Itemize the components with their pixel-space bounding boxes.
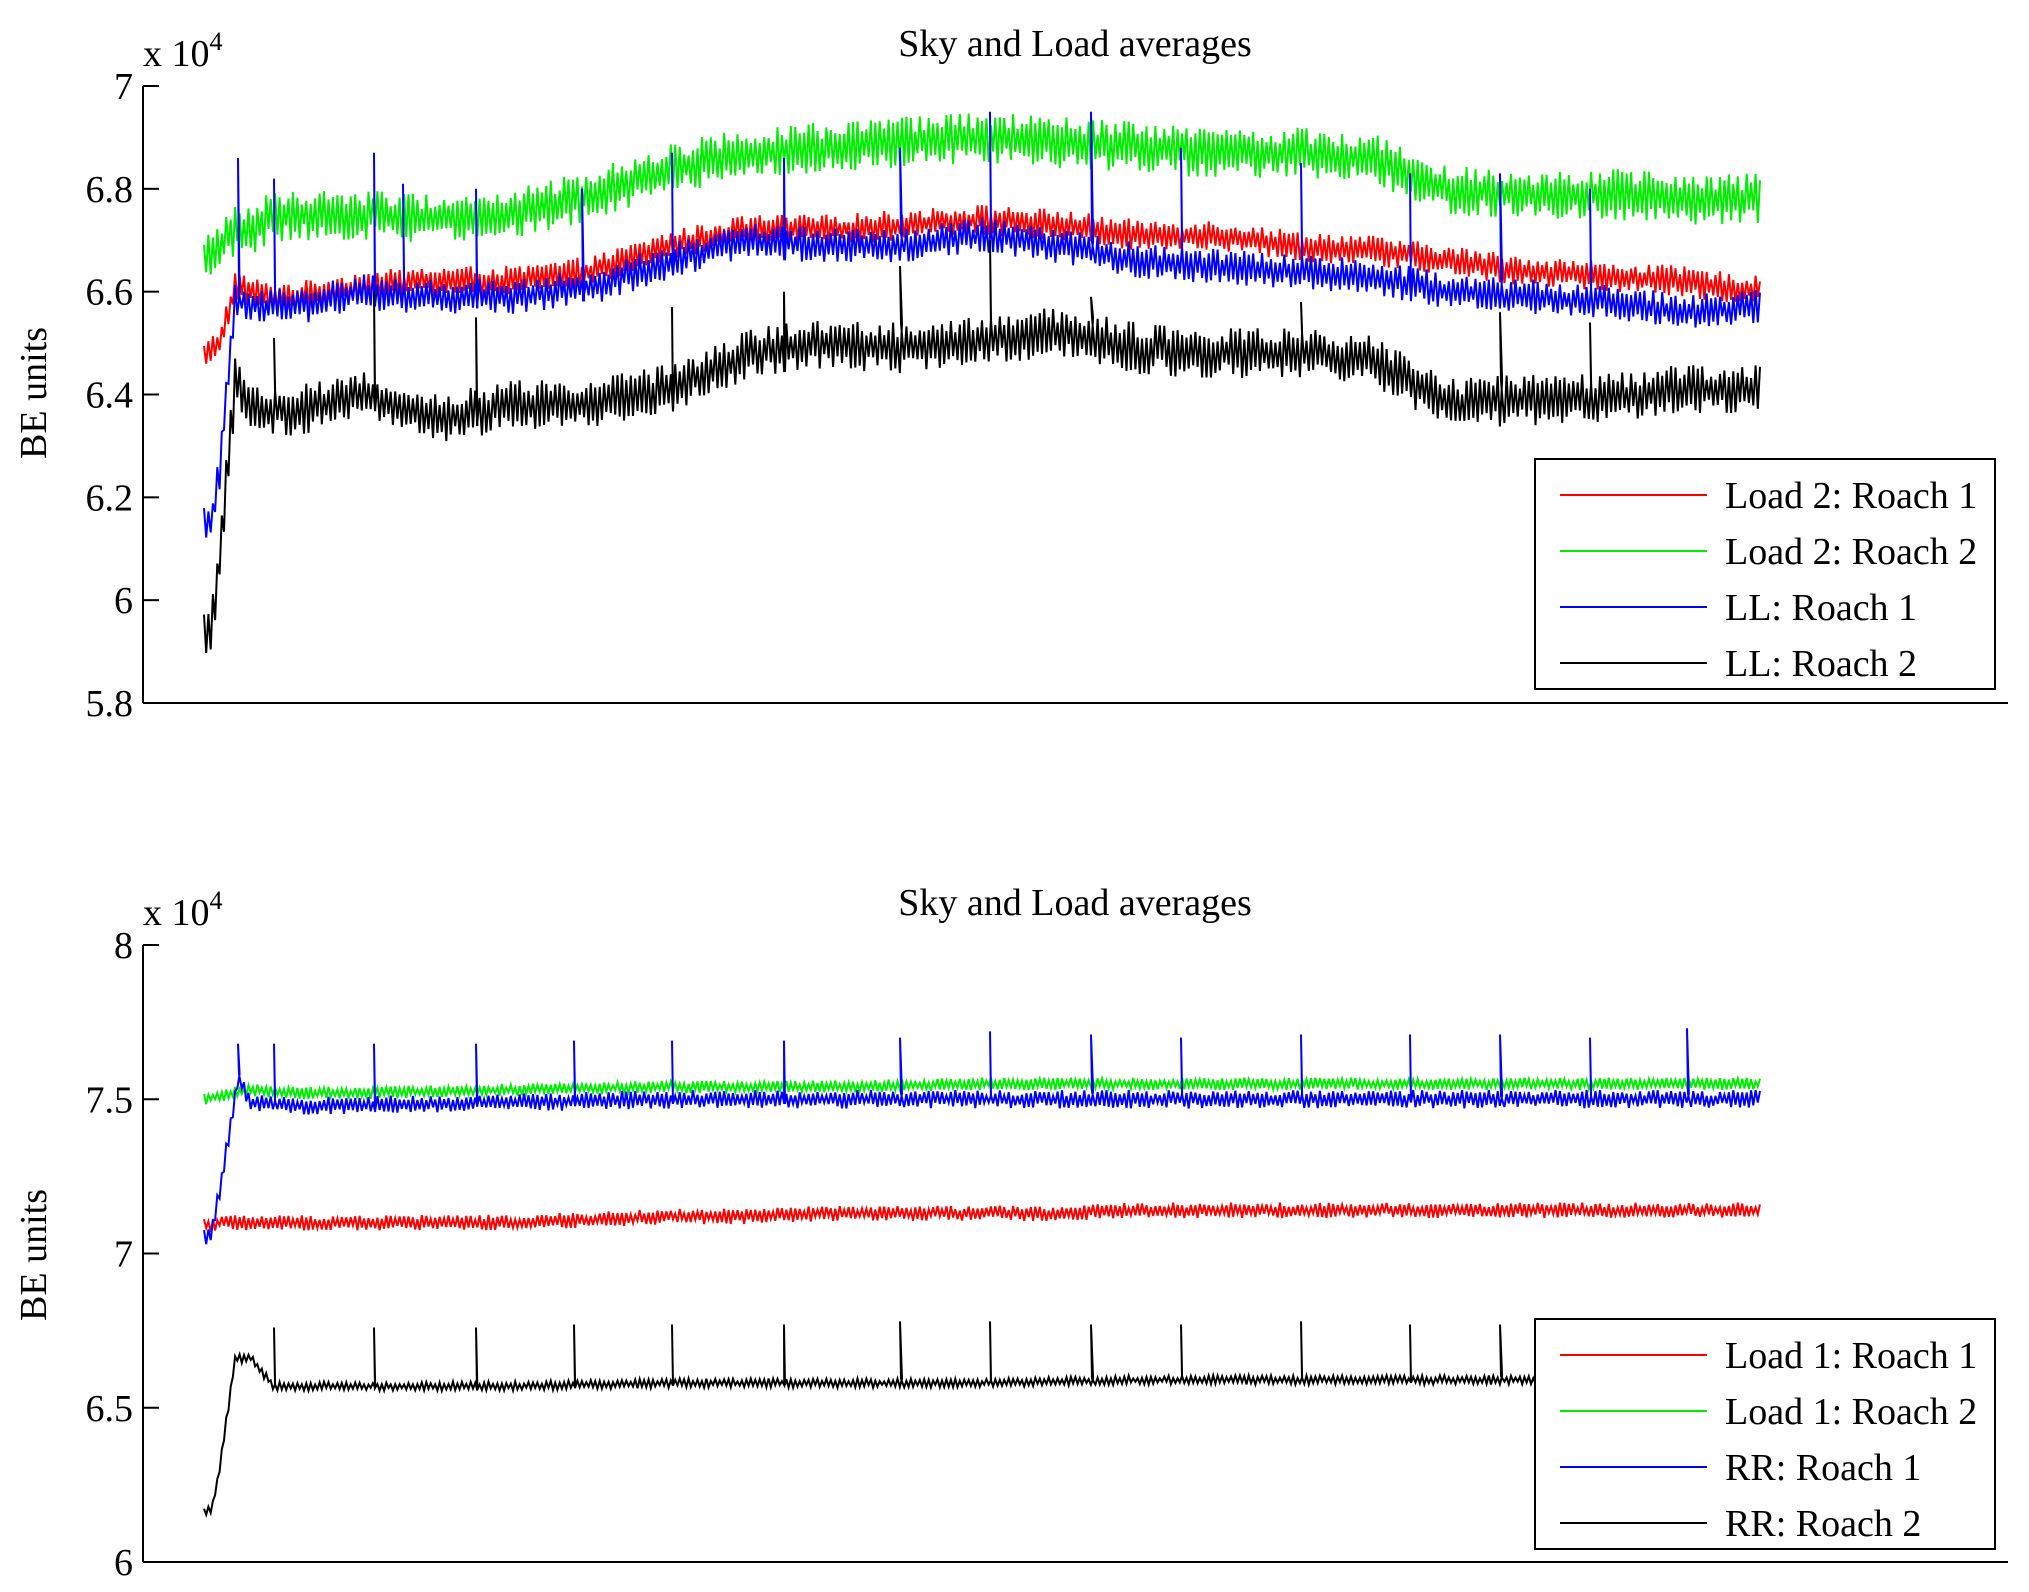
chart-top-y-tick-label: 5.8 xyxy=(86,683,134,725)
chart-bottom-legend-box xyxy=(1534,1318,1996,1550)
chart-top-legend-label-2: Load 2: Roach 2 xyxy=(1725,531,1977,573)
chart-top-y-multiplier: x 104 xyxy=(143,27,223,75)
chart-top-y-tick-label: 6.4 xyxy=(86,375,134,417)
chart-bottom-y-tick-label: 7.5 xyxy=(86,1079,134,1121)
chart-bottom-legend-label-1: Load 1: Roach 1 xyxy=(1725,1335,1977,1377)
chart-top-legend-label-4: LL: Roach 2 xyxy=(1725,643,1917,685)
chart-top-y-axis-label: BE units xyxy=(13,327,55,459)
chart-top-axes: 5.8 6 6.2 6.4 6.6 6.8 7 xyxy=(86,66,2008,725)
chart-top-series-line-4 xyxy=(203,240,1761,654)
chart-bottom-y-tick-label: 7 xyxy=(114,1234,133,1276)
chart-top-legend-box xyxy=(1534,458,1996,690)
chart-bottom-y-tick-label: 6.5 xyxy=(86,1388,134,1430)
chart-bottom-y-tick-label: 6 xyxy=(114,1542,133,1584)
chart-bottom-series-line-4 xyxy=(203,1321,1761,1518)
chart-top-y-tick-label: 6.6 xyxy=(86,272,134,314)
chart-top-legend: Load 2: Roach 1 Load 2: Roach 2 LL: Roach … xyxy=(1534,458,1996,690)
chart-bottom-series-line-3 xyxy=(203,1028,1761,1245)
chart-top-series-line-3 xyxy=(203,111,1761,538)
chart-bottom-plot-area xyxy=(203,1028,1761,1518)
chart-bottom-legend-label-4: RR: Roach 2 xyxy=(1725,1503,1921,1545)
chart-bottom: Sky and Load averages x 104 BE units 6 6.… xyxy=(13,882,2008,1584)
chart-bottom-y-tick-label: 8 xyxy=(114,925,133,967)
chart-top-y-tick-label: 7 xyxy=(114,66,133,108)
chart-bottom-title: Sky and Load averages xyxy=(898,882,1252,924)
chart-bottom-series-line-1 xyxy=(203,1200,1761,1233)
chart-bottom-y-axis-label: BE units xyxy=(13,1189,55,1321)
chart-top-legend-label-3: LL: Roach 1 xyxy=(1725,587,1917,629)
chart-top-title: Sky and Load averages xyxy=(898,23,1252,65)
chart-top-legend-label-1: Load 2: Roach 1 xyxy=(1725,475,1977,517)
chart-top-series-line-2 xyxy=(203,113,1761,275)
chart-top-plot-area xyxy=(203,111,1761,654)
chart-bottom-axes: 6 6.5 7 7.5 8 xyxy=(86,925,2008,1584)
chart-top-y-tick-label: 6 xyxy=(114,580,133,622)
chart-top-y-tick-label: 6.2 xyxy=(86,477,134,519)
chart-bottom-legend-label-3: RR: Roach 1 xyxy=(1725,1447,1921,1489)
chart-bottom-legend: Load 1: Roach 1 Load 1: Roach 2 RR: Roach … xyxy=(1534,1318,1996,1550)
chart-top: Sky and Load averages x 104 BE units 5.8… xyxy=(13,23,2008,725)
chart-bottom-y-multiplier: x 104 xyxy=(143,886,223,934)
chart-top-y-tick-label: 6.8 xyxy=(86,169,134,211)
chart-bottom-legend-label-2: Load 1: Roach 2 xyxy=(1725,1391,1977,1433)
